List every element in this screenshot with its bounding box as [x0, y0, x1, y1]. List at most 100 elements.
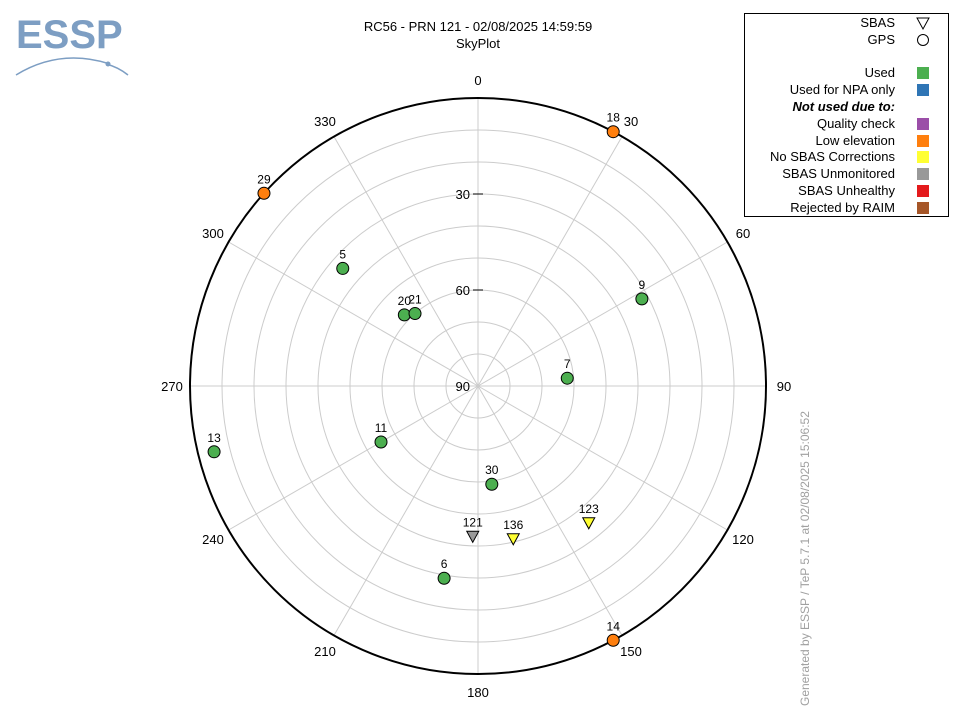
satellite-label: 21 [408, 293, 422, 307]
legend-label: Low elevation [815, 132, 896, 148]
gps-marker [635, 292, 649, 306]
logo-swoosh [15, 57, 111, 76]
essp-logo: ESSP [15, 13, 129, 76]
legend-label: No SBAS Corrections [770, 149, 895, 165]
gps-marker [408, 307, 422, 321]
satellite-label: 14 [607, 619, 621, 633]
satellite-label: 18 [607, 111, 621, 125]
satellite-9: 9 [635, 278, 649, 306]
satellite-121: 121 [463, 515, 483, 544]
legend: SBAS GPS Used Used for NPA only Not used due… [744, 13, 949, 217]
gps-marker [374, 435, 388, 449]
gps-marker [485, 477, 499, 491]
legend-swatch [917, 151, 929, 164]
sbas-marker [581, 517, 596, 530]
gps-marker [257, 186, 271, 200]
triangle-icon [916, 17, 930, 31]
gps-marker [606, 125, 620, 139]
circle-icon [917, 33, 929, 46]
gps-marker [560, 371, 574, 385]
satellite-label: 123 [579, 502, 599, 516]
azimuth-spoke [333, 385, 479, 636]
satellite-label: 29 [257, 172, 271, 186]
azimuth-tick-label: 210 [314, 644, 336, 659]
satellite-label: 11 [375, 421, 388, 435]
legend-swatch [917, 134, 929, 147]
azimuth-spoke [477, 385, 728, 531]
legend-label: Rejected by RAIM [790, 199, 895, 215]
satellite-30: 30 [485, 463, 499, 491]
satellite-20: 20 [397, 294, 412, 322]
satellite-label: 7 [564, 357, 571, 371]
legend-label: SBAS Unhealthy [798, 183, 895, 198]
legend-swatch [917, 168, 929, 181]
satellite-29: 29 [257, 172, 271, 200]
chart-title: RC56 - PRN 121 - 02/08/2025 14:59:59 [364, 19, 592, 34]
legend-label: Used for NPA only [789, 82, 895, 98]
azimuth-tick-label: 60 [736, 226, 750, 241]
horizon-circle [189, 97, 767, 675]
azimuth-tick-label: 30 [624, 114, 638, 129]
polar-grid [189, 97, 767, 675]
legend-swatch [917, 84, 929, 97]
azimuth-spoke [333, 136, 479, 387]
satellite-123: 123 [579, 502, 599, 530]
satellite-6: 6 [437, 557, 451, 585]
satellite-label: 9 [639, 278, 646, 292]
gps-marker [336, 261, 350, 275]
elevation-tick-label: 60 [456, 283, 470, 298]
satellite-label: 136 [503, 518, 523, 532]
azimuth-tick-label: 120 [732, 532, 754, 547]
generated-by-credit: Generated by ESSP / TeP 5.7.1 at 02/08/2… [798, 411, 812, 706]
legend-label: GPS [867, 31, 895, 47]
azimuth-spoke [228, 385, 479, 531]
legend-label: SBAS [860, 15, 895, 30]
azimuth-spoke [228, 241, 479, 387]
legend-label: Not used due to: [792, 99, 895, 114]
satellite-13: 13 [207, 431, 221, 459]
satellite-18: 18 [606, 111, 621, 139]
azimuth-tick-label: 240 [202, 532, 224, 547]
legend-label: Quality check [816, 115, 895, 131]
azimuth-spoke [477, 385, 623, 636]
satellite-label: 30 [485, 463, 499, 477]
azimuth-tick-label: 150 [620, 644, 642, 659]
azimuth-tick-label: 270 [161, 379, 183, 394]
gps-marker [397, 308, 411, 322]
tick-labels: 0 30 60 90 120 150 180 210 240 270 300 330 30 60 90 [161, 73, 791, 700]
logo-dot [105, 61, 111, 67]
elevation-tick-label: 90 [456, 379, 470, 394]
satellite-label: 20 [398, 294, 412, 308]
satellite-5: 5 [336, 247, 350, 275]
legend-label: SBAS Unmonitored [782, 166, 895, 182]
azimuth-tick-label: 300 [202, 226, 224, 241]
azimuth-spoke [477, 136, 623, 387]
azimuth-spoke [477, 241, 728, 387]
legend-swatch [917, 185, 929, 197]
satellite-14: 14 [606, 619, 621, 647]
satellite-label: 5 [339, 247, 346, 261]
sbas-marker [465, 530, 480, 544]
legend-swatch [917, 117, 929, 130]
legend-swatch [917, 67, 929, 80]
satellite-label: 6 [441, 557, 448, 571]
gps-marker [606, 633, 620, 647]
satellite-7: 7 [560, 357, 574, 385]
logo-wordmark: ESSP [16, 13, 123, 57]
elevation-tick-label: 30 [456, 187, 470, 202]
azimuth-tick-label: 0 [474, 73, 481, 88]
satellite-11: 11 [374, 421, 388, 449]
legend-swatch [917, 201, 929, 214]
azimuth-tick-label: 90 [777, 379, 791, 394]
gps-marker [437, 571, 451, 585]
satellite-label: 13 [207, 431, 221, 445]
chart-subtitle: SkyPlot [456, 36, 500, 51]
satellite-21: 21 [408, 293, 422, 321]
satellite-label: 121 [463, 515, 483, 529]
azimuth-tick-label: 330 [314, 114, 336, 129]
azimuth-tick-label: 180 [467, 685, 489, 700]
sbas-marker [506, 533, 521, 546]
gps-marker [207, 445, 221, 459]
